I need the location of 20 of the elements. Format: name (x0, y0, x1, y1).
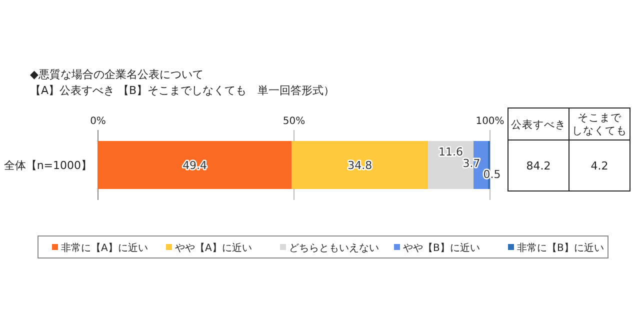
chart-subtitle: 【A】公表すべき 【B】そこまでしなくても 単一回答形式） (30, 84, 335, 97)
bar (292, 141, 428, 189)
legend-label: 非常に【A】に近い (61, 242, 148, 254)
legend-label: 非常に【B】に近い (517, 242, 604, 254)
data-label: 34.8 (348, 159, 372, 172)
legend-label: やや【A】に近い (175, 242, 252, 254)
text: そこまでしなくても (572, 112, 627, 137)
y-tick-label: 全体【n=1000】 (4, 159, 92, 172)
chart-title: ◆悪質な場合の企業名公表について (30, 68, 204, 81)
x-tick-label: 0% (90, 116, 106, 127)
text: 84.2 (526, 160, 551, 172)
data-label: 11.6 (438, 145, 464, 158)
bar (98, 141, 292, 189)
text: 公表すべき (511, 118, 566, 131)
data-label: 49.4 (182, 159, 208, 172)
text: 4.2 (590, 160, 608, 172)
legend-label: やや【B】に近い (403, 242, 480, 254)
x-tick-label: 50% (282, 116, 306, 127)
legend-label: どちらともいえない (289, 243, 379, 254)
x-tick-label: 100% (476, 116, 504, 127)
